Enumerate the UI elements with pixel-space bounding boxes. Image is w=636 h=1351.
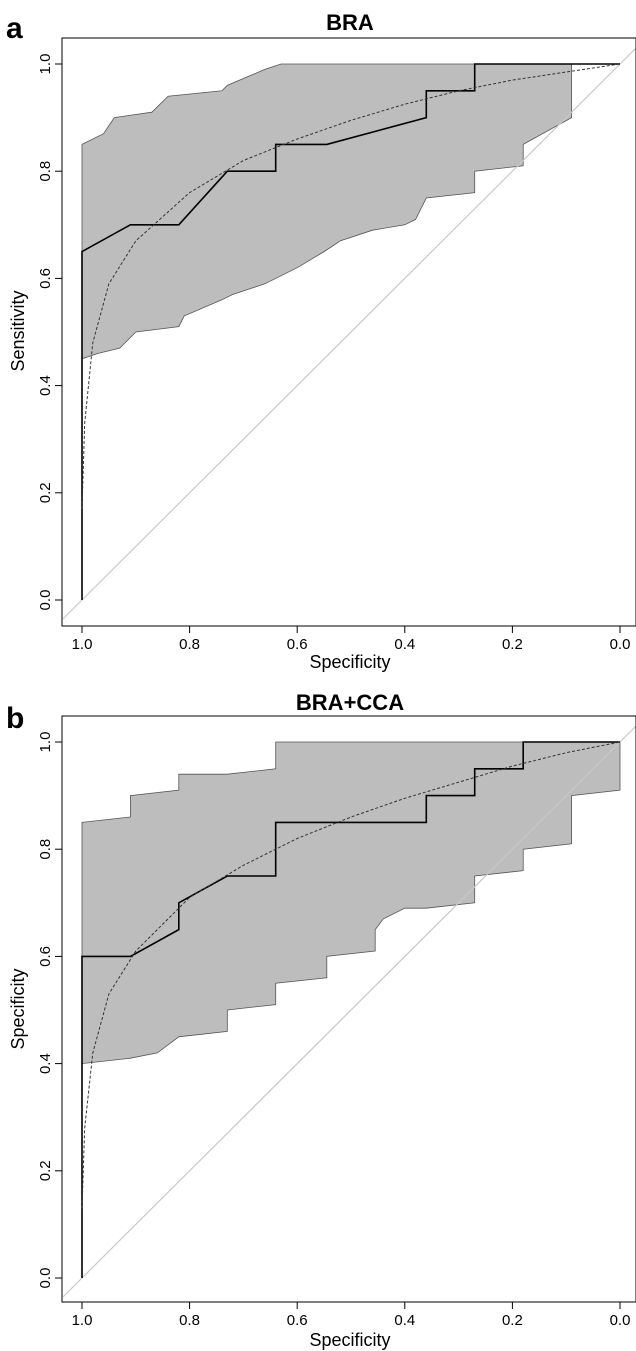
y-tick-label-b: 0.4 [37, 1053, 54, 1074]
panel-letter-b: b [6, 702, 24, 735]
plot-frame-b [61, 715, 636, 1303]
x-axis-label-b: Specificity [309, 1330, 390, 1350]
chance-diagonal-b [62, 725, 636, 1298]
y-tick-label-a: 0.2 [37, 482, 54, 503]
x-tick-label-a: 0.2 [502, 636, 523, 653]
y-tick-label-a: 1.0 [37, 54, 54, 75]
y-tick-label-b: 0.8 [37, 839, 54, 860]
panel-letter-a: a [6, 12, 23, 45]
confidence-band-a [81, 63, 620, 360]
y-tick-label-a: 0.6 [37, 268, 54, 289]
y-axis-label-b: Specificity [8, 968, 28, 1049]
x-tick-label-a: 0.0 [610, 636, 631, 653]
y-tick-label-b: 0.0 [37, 1268, 54, 1289]
chart-title-a: BRA [326, 10, 374, 35]
x-tick-label-a: 0.8 [179, 636, 200, 653]
x-tick-label-b: 1.0 [72, 1312, 93, 1329]
x-axis-label-a: Specificity [309, 652, 390, 672]
y-axis-label-a: Sensitivity [8, 290, 28, 371]
roc-curve-a [81, 63, 620, 600]
plot-area-a: 1.0 0.8 0.6 0.4 0.2 0.0 0.0 0.2 0.4 0.6 0.8 1.0 [37, 37, 636, 653]
y-tick-label-b: 1.0 [37, 732, 54, 753]
smoothed-roc-curve-b [81, 741, 621, 1209]
plot-area-b: 1.0 0.8 0.6 0.4 0.2 0.0 0.0 0.2 0.4 0.6 0.8 1.0 [37, 715, 636, 1329]
y-tick-label-b: 0.6 [37, 946, 54, 967]
x-tick-label-b: 0.8 [179, 1312, 200, 1329]
x-tick-label-b: 0.6 [287, 1312, 308, 1329]
x-tick-label-b: 0.0 [610, 1312, 631, 1329]
chart-title-b: BRA+CCA [296, 690, 404, 715]
x-tick-label-b: 0.4 [394, 1312, 415, 1329]
confidence-band-b [81, 741, 621, 1065]
y-tick-label-a: 0.8 [37, 161, 54, 182]
x-tick-label-a: 0.4 [394, 636, 415, 653]
smoothed-roc-curve-a [81, 63, 621, 509]
x-tick-label-a: 1.0 [72, 636, 93, 653]
x-tick-label-a: 0.6 [287, 636, 308, 653]
y-tick-label-a: 0.4 [37, 375, 54, 396]
x-tick-label-b: 0.2 [502, 1312, 523, 1329]
plot-frame-a [61, 37, 636, 627]
roc-curve-b [81, 741, 620, 1278]
y-tick-label-a: 0.0 [37, 590, 54, 611]
chance-diagonal-a [62, 47, 636, 620]
y-tick-label-b: 0.2 [37, 1160, 54, 1181]
